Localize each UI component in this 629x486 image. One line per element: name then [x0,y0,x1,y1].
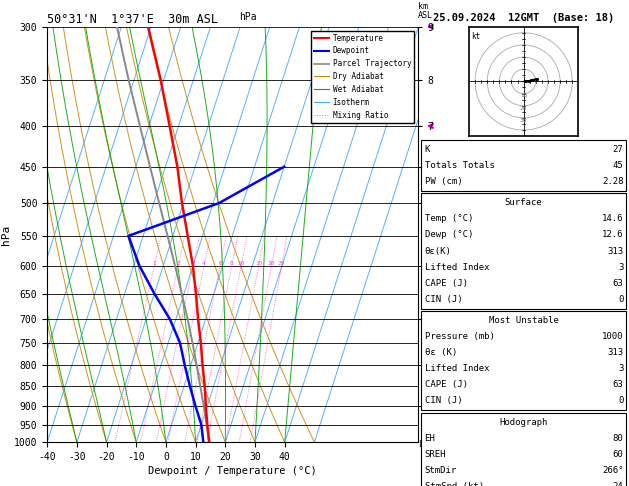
Text: Pressure (mb): Pressure (mb) [425,332,494,341]
Text: 50°31'N  1°37'E  30m ASL: 50°31'N 1°37'E 30m ASL [47,13,218,26]
Text: 10: 10 [237,261,245,266]
Text: CAPE (J): CAPE (J) [425,278,467,288]
Text: 8: 8 [230,261,233,266]
Text: 0: 0 [618,396,623,405]
Text: EH: EH [425,434,435,443]
Text: CIN (J): CIN (J) [425,295,462,304]
Text: 313: 313 [607,348,623,357]
Text: 25.09.2024  12GMT  (Base: 18): 25.09.2024 12GMT (Base: 18) [433,13,615,23]
Text: 20: 20 [520,105,527,111]
Text: 4: 4 [202,261,206,266]
Text: 3: 3 [618,364,623,373]
Text: Hodograph: Hodograph [499,417,548,427]
Text: CIN (J): CIN (J) [425,396,462,405]
Text: Lifted Index: Lifted Index [425,364,489,373]
Text: 10: 10 [520,93,527,99]
Text: Dewp (°C): Dewp (°C) [425,230,473,240]
Text: 2: 2 [176,261,180,266]
Text: 30: 30 [520,118,527,123]
Text: 2.28: 2.28 [602,177,623,186]
Text: Mixing Ratio (g/kg): Mixing Ratio (g/kg) [442,187,450,282]
Text: © weatheronline.co.uk: © weatheronline.co.uk [471,467,576,476]
Text: 15: 15 [255,261,262,266]
Text: 27: 27 [613,145,623,154]
Text: 3: 3 [618,262,623,272]
Text: PW (cm): PW (cm) [425,177,462,186]
Text: 1: 1 [152,261,156,266]
Text: Totals Totals: Totals Totals [425,161,494,170]
X-axis label: Dewpoint / Temperature (°C): Dewpoint / Temperature (°C) [148,466,317,476]
Text: 12.6: 12.6 [602,230,623,240]
Text: StmSpd (kt): StmSpd (kt) [425,482,484,486]
Text: 14.6: 14.6 [602,214,623,224]
Text: θε(K): θε(K) [425,246,452,256]
Text: 6: 6 [218,261,222,266]
Text: 60: 60 [613,450,623,459]
Text: 266°: 266° [602,466,623,475]
Text: 20: 20 [268,261,275,266]
Text: CAPE (J): CAPE (J) [425,380,467,389]
Text: 25: 25 [278,261,286,266]
Text: 45: 45 [613,161,623,170]
Text: Lifted Index: Lifted Index [425,262,489,272]
Text: Most Unstable: Most Unstable [489,316,559,325]
Legend: Temperature, Dewpoint, Parcel Trajectory, Dry Adiabat, Wet Adiabat, Isotherm, Mi: Temperature, Dewpoint, Parcel Trajectory… [311,31,415,122]
Text: Surface: Surface [505,198,542,208]
Text: 3: 3 [191,261,195,266]
Text: 313: 313 [607,246,623,256]
Text: SREH: SREH [425,450,446,459]
Text: hPa: hPa [239,12,257,22]
Text: 63: 63 [613,278,623,288]
Text: StmDir: StmDir [425,466,457,475]
Text: LCL: LCL [418,440,433,449]
Text: θε (K): θε (K) [425,348,457,357]
Text: km
ASL: km ASL [418,2,433,20]
Text: 80: 80 [613,434,623,443]
Text: 1000: 1000 [602,332,623,341]
Text: Temp (°C): Temp (°C) [425,214,473,224]
Text: 0: 0 [618,295,623,304]
Text: 63: 63 [613,380,623,389]
Text: kt: kt [471,32,481,41]
Y-axis label: hPa: hPa [1,225,11,244]
Text: 24: 24 [613,482,623,486]
Text: K: K [425,145,430,154]
